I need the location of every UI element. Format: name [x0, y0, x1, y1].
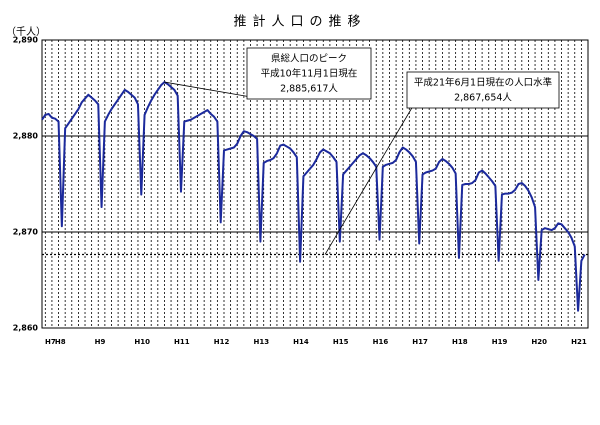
x-tick-label: H19 — [492, 338, 508, 346]
annotation-text: 2,867,654人 — [454, 93, 512, 104]
x-tick-label: H13 — [253, 338, 269, 346]
x-tick-label: H10 — [134, 338, 150, 346]
y-tick-label: 2,880 — [13, 132, 39, 141]
x-tick-label: H8 — [55, 338, 66, 346]
annotation-text: 平成10年11月1日現在 — [261, 68, 358, 80]
x-tick-label: H12 — [214, 338, 230, 346]
x-tick-label: H15 — [333, 338, 349, 346]
y-tick-label: 2,890 — [13, 36, 39, 45]
annotation-box — [406, 71, 560, 109]
x-tick-label: H7 — [45, 338, 56, 346]
annotation-text: 県総人口のピーク — [271, 53, 347, 65]
annotation-leader — [324, 105, 414, 255]
annotation-leader — [164, 81, 252, 98]
x-tick-label: H11 — [174, 338, 190, 346]
y-unit: （千人） — [6, 26, 46, 38]
x-tick-label: H9 — [95, 338, 106, 346]
line-series — [41, 81, 586, 312]
annotation-box — [246, 47, 372, 100]
y-tick-label: 2,870 — [13, 228, 39, 237]
y-tick-label: 2,860 — [13, 324, 39, 333]
x-tick-label: H14 — [293, 338, 309, 346]
x-tick-label: H18 — [452, 338, 468, 346]
annotation-text: 2,885,617人 — [280, 84, 338, 95]
x-tick-label: H21 — [571, 338, 587, 346]
x-tick-label: H20 — [531, 338, 547, 346]
plot-frame — [41, 39, 589, 329]
x-tick-label: H17 — [412, 338, 428, 346]
x-tick-label: H16 — [373, 338, 389, 346]
annotation-text: 平成21年6月1日現在の人口水準 — [414, 77, 553, 89]
chart-title: 推計人口の推移 — [233, 14, 366, 30]
